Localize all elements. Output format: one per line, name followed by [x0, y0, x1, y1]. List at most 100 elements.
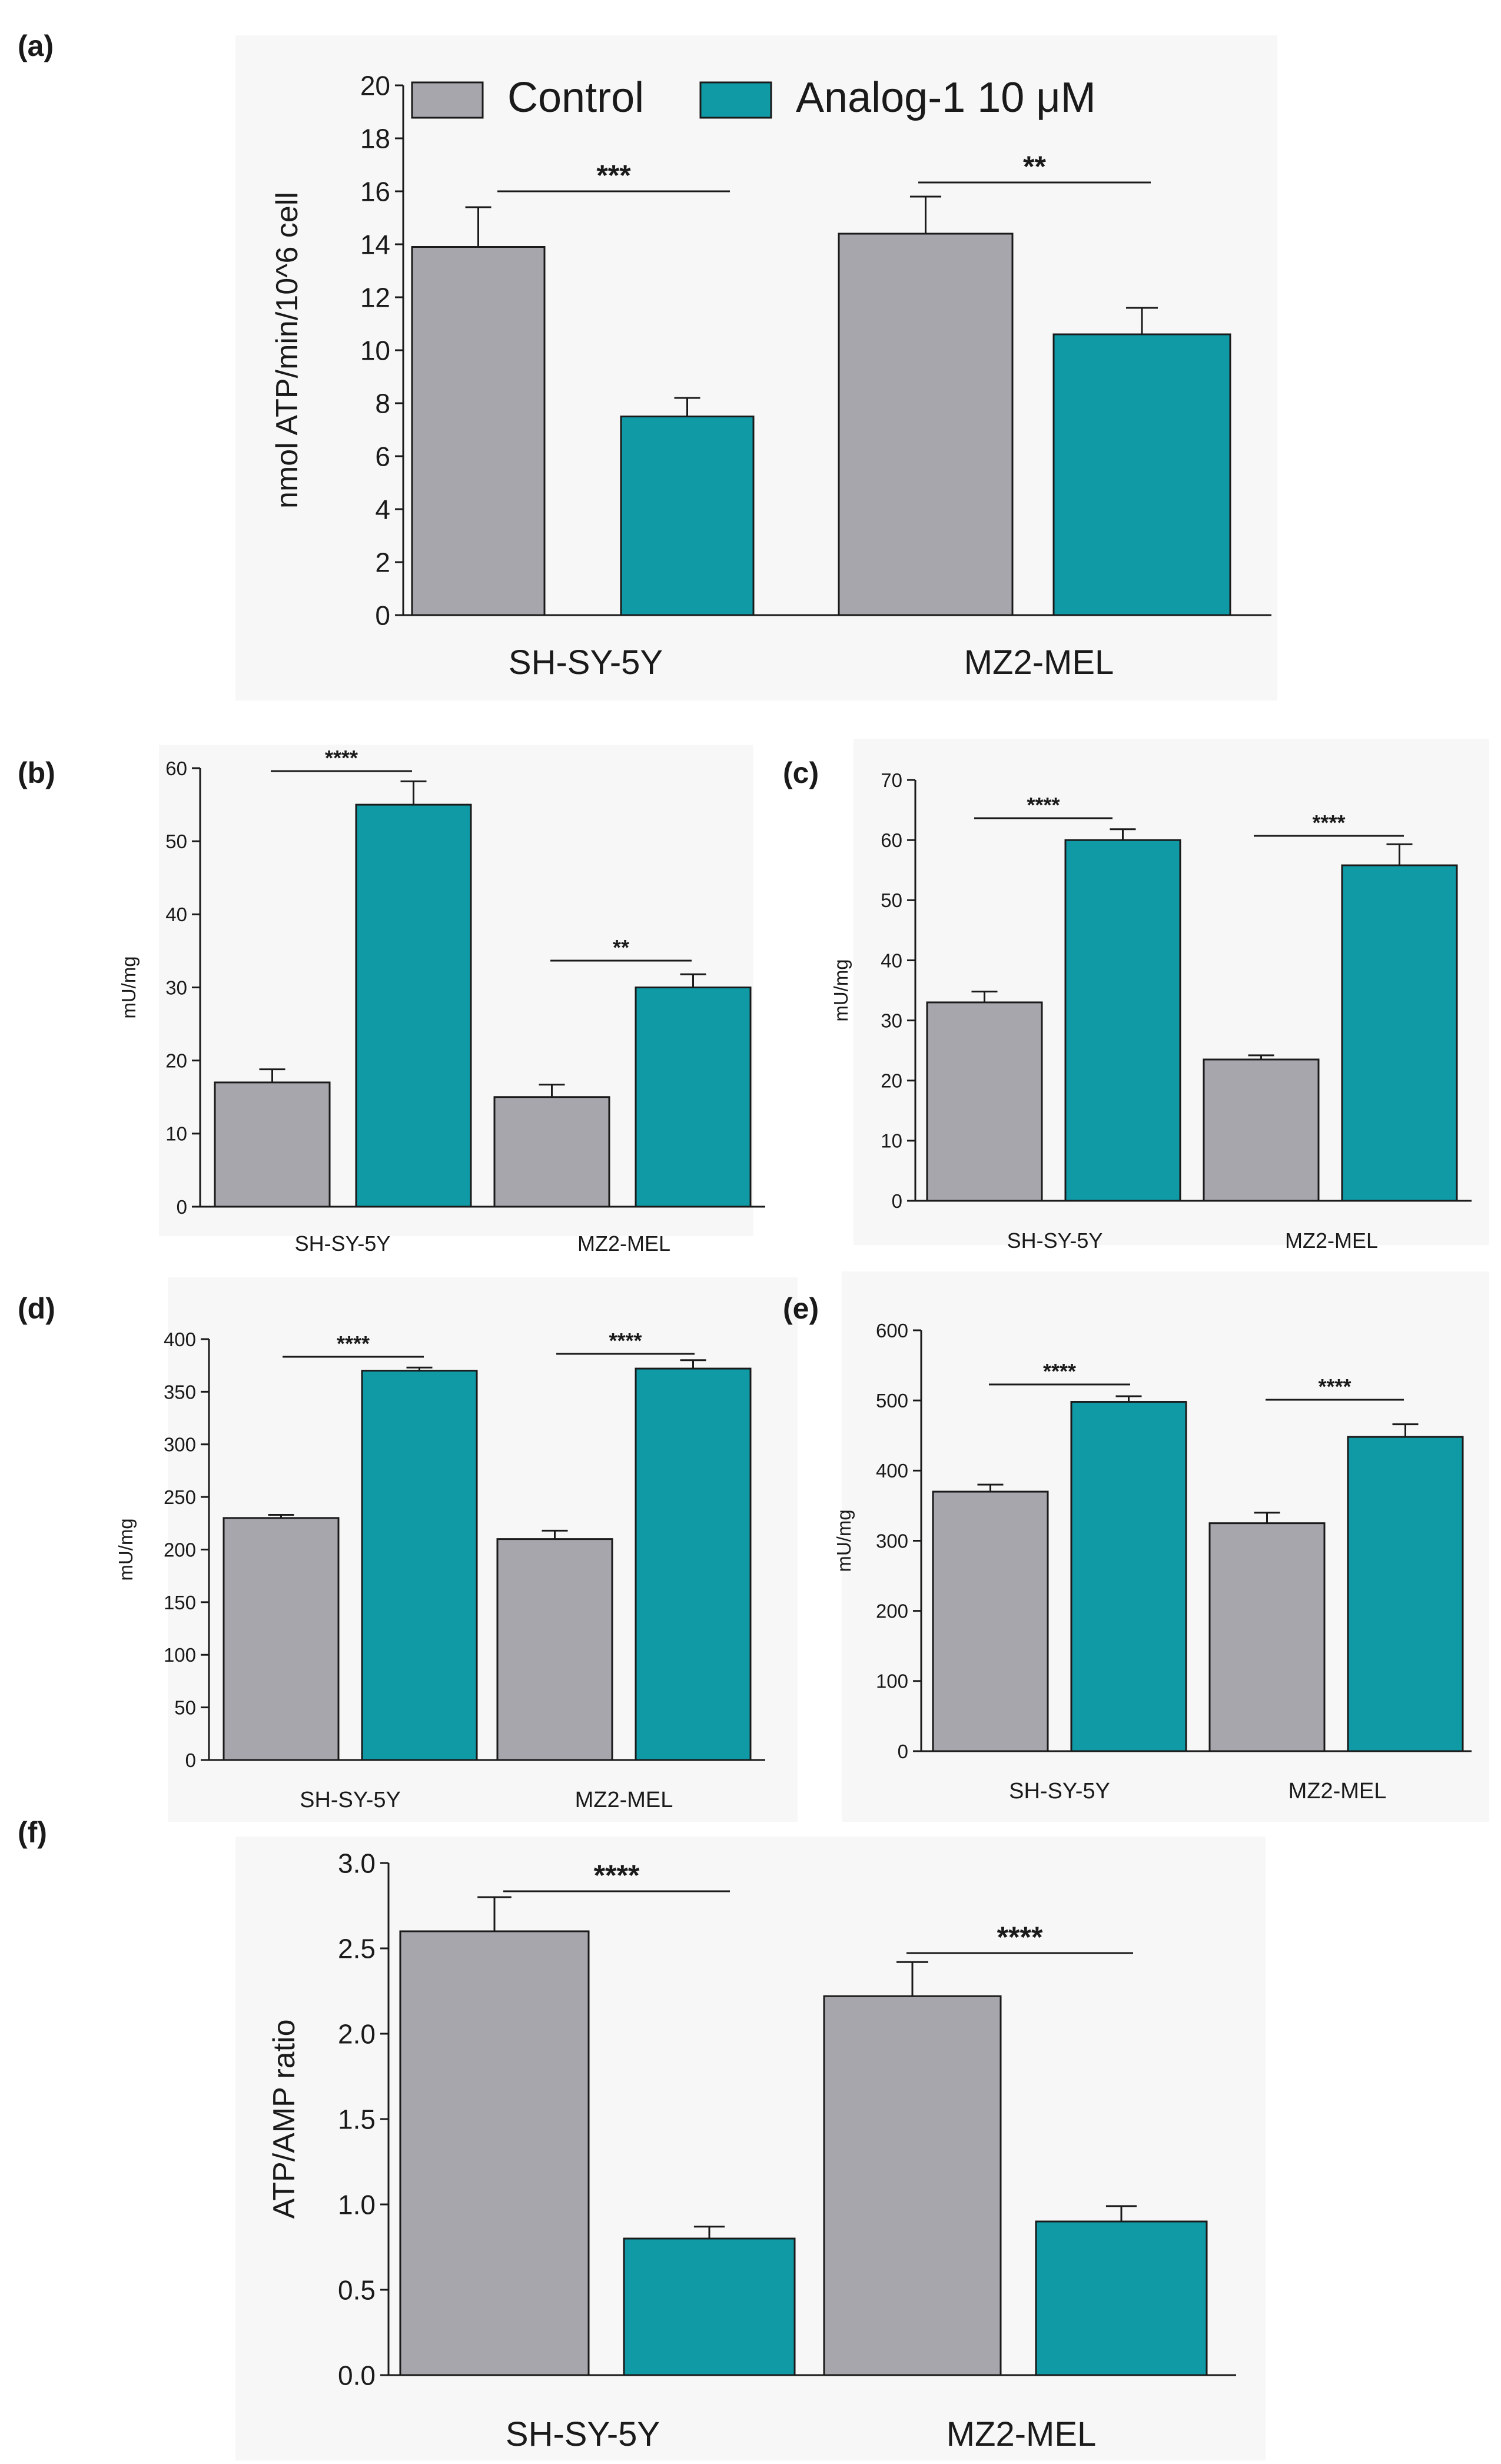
y-tick-label: 10	[165, 1123, 187, 1145]
panel-label: (c)	[783, 756, 819, 789]
bar-treated-mz2-mel	[1347, 1436, 1464, 1752]
panel-label: (b)	[18, 756, 55, 789]
legend-swatch-treated	[699, 81, 772, 119]
significance-marker: ****	[1312, 811, 1345, 835]
y-tick-label: 10	[360, 336, 390, 366]
y-tick-label: 0.0	[338, 2360, 376, 2391]
bar-treated-mz2-mel	[635, 1367, 752, 1761]
x-category-label: MZ2-MEL	[1285, 1228, 1378, 1253]
y-tick-label: 2.5	[338, 1934, 376, 1964]
y-tick-label: 2.0	[338, 2019, 376, 2050]
bar-control-sh-sy-5y	[411, 246, 546, 616]
x-category-label: MZ2-MEL	[964, 643, 1114, 682]
x-category-label: SH-SY-5Y	[295, 1231, 391, 1256]
bar-treated-sh-sy-5y	[1064, 839, 1181, 1202]
bar-treated-sh-sy-5y	[361, 1370, 478, 1761]
significance-marker: ****	[1043, 1359, 1076, 1383]
x-category-label: SH-SY-5Y	[1007, 1228, 1103, 1253]
y-tick-label: 8	[375, 388, 390, 419]
y-tick-label: 0	[892, 1190, 902, 1212]
y-tick-label: 14	[360, 230, 390, 260]
significance-marker: ****	[1027, 793, 1060, 817]
y-tick-label: 350	[164, 1381, 196, 1403]
bar-treated-sh-sy-5y	[623, 2237, 796, 2376]
y-axis-title: nmol ATP/min/10^6 cell	[270, 192, 304, 509]
x-category-label: SH-SY-5Y	[1009, 1779, 1110, 1804]
y-tick-label: 1.5	[338, 2104, 376, 2135]
chart-panel-e: (e) 0 100 200 300 400 500 600 mU/mg SH-SY-5Y MZ2-M…	[783, 1271, 1489, 1822]
y-tick-label: 0	[898, 1741, 908, 1762]
significance-marker: **	[613, 935, 629, 959]
y-tick-label: 0	[185, 1749, 196, 1771]
y-tick-label: 40	[165, 904, 187, 925]
x-category-label: MZ2-MEL	[575, 1788, 673, 1812]
y-tick-label: 10	[881, 1130, 902, 1152]
bar-treated-mz2-mel	[1035, 2220, 1208, 2376]
y-tick-label: 20	[165, 1050, 187, 1072]
y-axis-title: ATP/AMP ratio	[267, 2019, 301, 2219]
y-axis-title: mU/mg	[830, 959, 852, 1021]
x-category-label: MZ2-MEL	[947, 2415, 1097, 2453]
y-tick-label: 20	[881, 1070, 902, 1092]
y-tick-label: 40	[881, 949, 902, 971]
x-category-label: MZ2-MEL	[1289, 1779, 1387, 1804]
x-category-label: SH-SY-5Y	[506, 2415, 660, 2453]
bar-control-sh-sy-5y	[399, 1930, 590, 2376]
y-tick-label: 70	[881, 769, 902, 791]
y-tick-label: 200	[876, 1600, 908, 1622]
y-tick-label: 200	[164, 1539, 196, 1560]
significance-marker: ****	[325, 746, 358, 770]
bar-treated-mz2-mel	[1052, 333, 1231, 616]
x-category-label: SH-SY-5Y	[300, 1788, 401, 1812]
y-tick-label: 30	[881, 1009, 902, 1031]
bar-treated-sh-sy-5y	[355, 803, 472, 1208]
significance-marker: ****	[997, 1921, 1043, 1954]
y-tick-label: 100	[164, 1644, 196, 1666]
y-tick-label: 0.5	[338, 2275, 376, 2306]
legend-swatch-control	[411, 81, 484, 119]
y-tick-label: 0	[375, 600, 390, 631]
y-tick-label: 60	[881, 829, 902, 851]
legend-label-control: Control	[507, 74, 644, 121]
bar-control-mz2-mel	[1208, 1522, 1326, 1752]
bar-treated-mz2-mel	[635, 987, 752, 1208]
y-tick-label: 50	[174, 1697, 196, 1719]
y-tick-label: 1.0	[338, 2190, 376, 2220]
y-tick-label: 300	[876, 1530, 908, 1552]
panel-label: (a)	[18, 29, 54, 62]
y-tick-label: 600	[876, 1320, 908, 1341]
chart-panel-d: (d) 0 50 100 150 200 250 300 350 400 mU/mg SH-SY-5Y…	[18, 1277, 798, 1822]
bar-treated-mz2-mel	[1341, 864, 1458, 1202]
chart-panel-a: (a) 0 2 4 6 8 10 12 14 16 18 20 nmol ATP/min/10^6 ce…	[18, 29, 1277, 700]
bar-control-sh-sy-5y	[926, 1001, 1043, 1202]
panel-label: (e)	[783, 1292, 819, 1325]
y-tick-label: 60	[165, 758, 187, 779]
bar-control-mz2-mel	[823, 1995, 1002, 2376]
x-category-label: MZ2-MEL	[577, 1231, 670, 1256]
y-tick-label: 50	[881, 889, 902, 911]
bar-control-sh-sy-5y	[214, 1081, 331, 1208]
y-tick-label: 4	[375, 494, 390, 525]
bar-control-mz2-mel	[493, 1096, 610, 1208]
significance-marker: ***	[596, 159, 631, 192]
y-tick-label: 150	[164, 1592, 196, 1613]
y-axis-title: mU/mg	[118, 956, 140, 1018]
x-category-label: SH-SY-5Y	[509, 643, 663, 682]
significance-marker: ****	[594, 1859, 640, 1892]
panel-label: (d)	[18, 1292, 55, 1325]
y-tick-label: 16	[360, 177, 390, 207]
y-tick-label: 2	[375, 547, 390, 578]
y-tick-label: 3.0	[338, 1848, 376, 1879]
significance-marker: ****	[609, 1329, 642, 1353]
y-tick-label: 250	[164, 1486, 196, 1508]
chart-panel-c: (c) 0 10 20 30 40 50 60 70 mU/mg SH-SY-5Y MZ2-MEL **…	[783, 739, 1489, 1253]
significance-marker: ****	[1318, 1374, 1351, 1399]
y-tick-label: 400	[876, 1460, 908, 1482]
bar-control-mz2-mel	[1203, 1058, 1320, 1202]
bar-treated-sh-sy-5y	[620, 416, 755, 616]
bar-control-mz2-mel	[496, 1538, 613, 1761]
significance-marker: **	[1023, 150, 1046, 183]
bar-treated-sh-sy-5y	[1070, 1401, 1187, 1752]
y-tick-label: 30	[165, 977, 187, 998]
